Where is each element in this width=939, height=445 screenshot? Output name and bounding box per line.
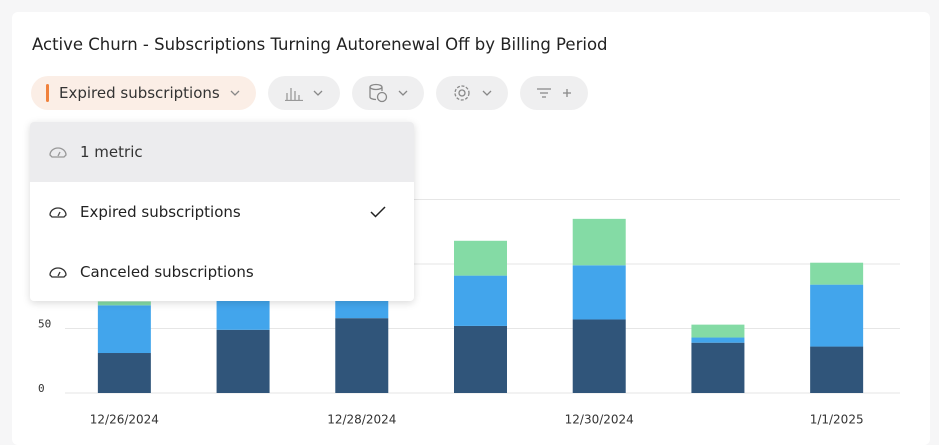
metric-selector[interactable]: Expired subscriptions	[31, 76, 256, 110]
option-label: Expired subscriptions	[80, 203, 241, 221]
chart-title: Active Churn - Subscriptions Turning Aut…	[32, 35, 608, 54]
checkmark	[370, 206, 386, 218]
chevron	[230, 90, 240, 96]
metric-dropdown: 1 metric Expired subscriptions Canceled s…	[30, 122, 414, 301]
bar-segment	[572, 265, 626, 320]
filter-icon	[537, 88, 551, 98]
bar-segment	[691, 324, 745, 338]
metric-label: Expired subscriptions	[59, 84, 220, 102]
bar-segment	[810, 346, 864, 393]
filter-button[interactable]	[520, 76, 588, 110]
bar-segment	[454, 240, 507, 276]
x-tick-label: 12/28/2024	[327, 413, 396, 427]
bar-segment	[97, 353, 151, 393]
metric-option[interactable]: Expired subscriptions	[30, 182, 414, 242]
bar-segment	[97, 305, 151, 354]
summary-label: 1 metric	[80, 143, 143, 161]
data-source-button[interactable]	[352, 76, 424, 110]
bar-segment	[810, 262, 864, 285]
plus-icon	[563, 89, 571, 97]
chevron	[398, 90, 408, 96]
bar-segment	[335, 297, 389, 319]
metric-color	[46, 84, 49, 102]
gear-icon	[454, 85, 470, 101]
bar-segment	[216, 329, 270, 393]
chart-type-button[interactable]	[268, 76, 340, 110]
x-tick-label: 12/30/2024	[565, 413, 634, 427]
database-icon	[369, 83, 388, 103]
x-tick-label: 1/1/2025	[810, 413, 864, 427]
settings-button[interactable]	[436, 76, 508, 110]
option-label: Canceled subscriptions	[80, 263, 254, 281]
bar-segment	[691, 342, 745, 393]
bar-segment	[454, 325, 507, 393]
bar-segment	[691, 337, 745, 343]
bar-segment	[572, 319, 626, 393]
bar-segment	[97, 301, 151, 306]
metric-icon	[49, 147, 67, 158]
bar-segment	[335, 318, 389, 393]
y-tick-label: 50	[38, 318, 51, 331]
metric-summary: 1 metric	[30, 122, 414, 182]
metric-option[interactable]: Canceled subscriptions	[30, 242, 414, 301]
bar-segment	[454, 275, 507, 326]
chevron	[482, 90, 492, 96]
bar-segment	[810, 284, 864, 347]
bar-segment	[572, 218, 626, 266]
metric-icon	[49, 267, 67, 278]
x-tick-label: 12/26/2024	[90, 413, 159, 427]
y-tick-label: 0	[38, 382, 45, 395]
bar-icon	[285, 88, 303, 101]
metric-icon	[49, 207, 67, 218]
bar-segment	[216, 298, 270, 330]
chevron	[313, 90, 323, 96]
